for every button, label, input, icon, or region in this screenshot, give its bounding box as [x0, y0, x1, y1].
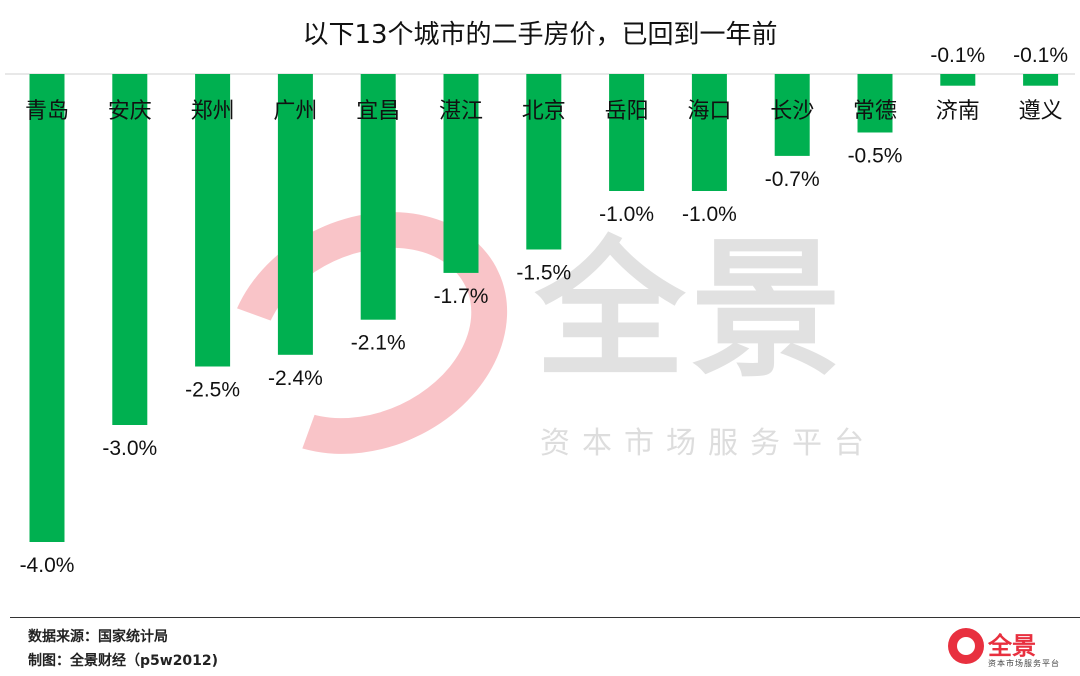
category-label-7: 岳阳	[605, 99, 649, 124]
brand-logo: 全景 资本市场服务平台	[948, 626, 1068, 670]
chart-credit: 制图：全景财经（p5w2012)	[28, 653, 219, 669]
data-label-8: -1.0%	[682, 203, 737, 226]
brand-logo-icon	[948, 628, 984, 664]
data-label-11: -0.1%	[930, 44, 985, 67]
category-label-10: 常德	[853, 99, 897, 124]
category-label-12: 遵义	[1019, 99, 1063, 124]
category-label-8: 海口	[687, 99, 731, 124]
data-label-5: -1.7%	[434, 285, 489, 308]
bar-1	[112, 74, 148, 425]
bar-2	[195, 74, 231, 367]
category-label-5: 湛江	[439, 99, 483, 124]
data-label-7: -1.0%	[599, 203, 654, 226]
category-label-4: 宜昌	[356, 99, 400, 124]
bar-9	[774, 74, 810, 156]
bar-4	[360, 74, 396, 320]
data-label-12: -0.1%	[1013, 44, 1068, 67]
bar-11	[940, 74, 976, 86]
watermark-brand: 全景	[535, 224, 848, 398]
bar-5	[443, 74, 479, 273]
brand-logo-text: 全景	[988, 632, 1036, 660]
category-label-6: 北京	[522, 99, 566, 124]
bar-6	[526, 74, 562, 250]
category-label-11: 济南	[936, 99, 980, 124]
data-label-3: -2.4%	[268, 367, 323, 390]
bar-chart: 青岛 -4.0% 安庆 -3.0% 郑州 -2.5% 广州 -2.4% 宜昌 -2.1% 湛江 -1.…	[5, 44, 1075, 577]
bar-3	[277, 74, 313, 355]
chart-title: 以下13个城市的二手房价，已回到一年前	[302, 20, 778, 50]
bar-12	[1023, 74, 1059, 86]
data-label-6: -1.5%	[516, 262, 571, 285]
category-label-9: 长沙	[770, 99, 814, 124]
bar-10	[857, 74, 893, 133]
category-label-1: 安庆	[108, 99, 152, 124]
brand-logo-slogan: 资本市场服务平台	[988, 659, 1060, 668]
bar-0	[29, 74, 65, 542]
footer-divider	[10, 617, 1080, 618]
category-label-2: 郑州	[191, 99, 235, 124]
data-label-1: -3.0%	[102, 437, 157, 460]
data-label-9: -0.7%	[765, 168, 820, 191]
category-label-0: 青岛	[25, 99, 69, 124]
bar-7	[609, 74, 645, 191]
bar-8	[691, 74, 727, 191]
data-label-4: -2.1%	[351, 332, 406, 355]
data-label-0: -4.0%	[20, 554, 75, 577]
data-source: 数据来源：国家统计局	[28, 629, 168, 645]
data-label-10: -0.5%	[848, 145, 903, 168]
watermark-slogan: 资本市场服务平台	[540, 426, 876, 461]
category-label-3: 广州	[273, 99, 317, 124]
data-label-2: -2.5%	[185, 379, 240, 402]
